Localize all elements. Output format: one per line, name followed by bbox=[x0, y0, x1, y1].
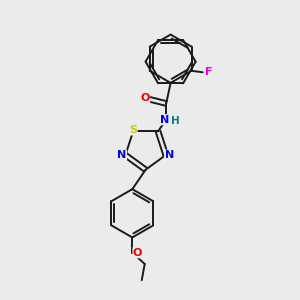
Text: N: N bbox=[117, 150, 127, 160]
Text: N: N bbox=[165, 150, 174, 160]
Text: S: S bbox=[129, 125, 137, 135]
Text: F: F bbox=[206, 67, 213, 77]
Text: N: N bbox=[160, 115, 169, 125]
Text: O: O bbox=[133, 248, 142, 258]
Text: H: H bbox=[171, 116, 180, 126]
Text: O: O bbox=[140, 93, 150, 103]
